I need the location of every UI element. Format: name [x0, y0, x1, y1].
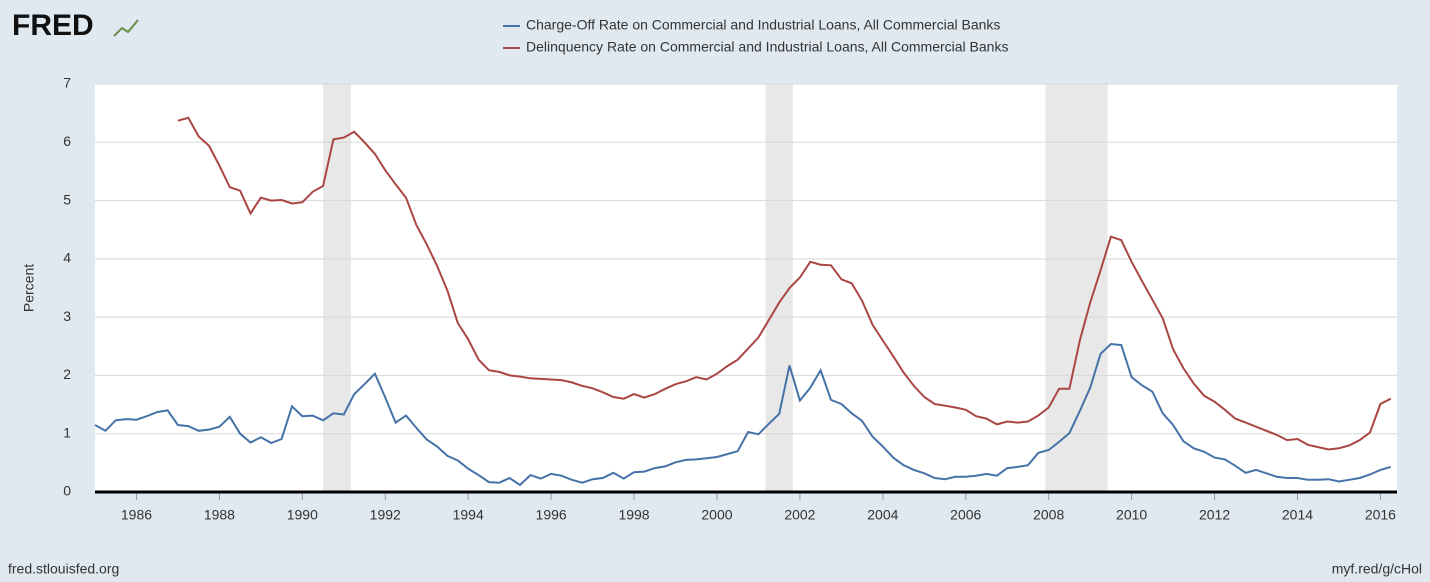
series-line: [177, 116, 1392, 451]
x-tick-label: 2000: [701, 507, 732, 523]
x-tick-label: 1998: [618, 507, 649, 523]
recession-band: [1045, 84, 1108, 492]
x-tick-label: 1994: [453, 507, 484, 523]
x-tick-label: 2006: [950, 507, 981, 523]
logo: FRED: [12, 9, 94, 42]
x-tick-label: 2016: [1365, 507, 1396, 523]
logo-icon: [113, 19, 139, 37]
x-tick-label: 2010: [1116, 507, 1147, 523]
x-tick-label: 2004: [867, 507, 898, 523]
plot-area: [95, 84, 1397, 492]
footer-source: fred.stlouisfed.org: [8, 561, 119, 577]
x-tick-label: 1990: [287, 507, 318, 523]
x-tick-label: 1992: [370, 507, 401, 523]
y-tick-label: 1: [63, 424, 71, 440]
y-tick-label: 7: [63, 75, 71, 91]
x-tick-label: 2012: [1199, 507, 1230, 523]
legend-label: Delinquency Rate on Commercial and Indus…: [526, 39, 1008, 55]
y-tick-label: 6: [63, 133, 71, 149]
y-tick-label: 2: [63, 366, 71, 382]
y-tick-label: 5: [63, 191, 71, 207]
y-tick-label: 0: [63, 483, 71, 499]
x-tick-label: 1988: [204, 507, 235, 523]
x-tick-label: 1986: [121, 507, 152, 523]
x-tick-label: 2014: [1282, 507, 1313, 523]
series-line: [94, 342, 1392, 487]
x-tick-label: 1996: [536, 507, 567, 523]
y-tick-label: 3: [63, 308, 71, 324]
footer-link: myf.red/g/cHol: [1332, 561, 1422, 577]
legend-label: Charge-Off Rate on Commercial and Indust…: [526, 17, 1000, 33]
y-tick-label: 4: [63, 250, 71, 266]
x-tick-label: 2008: [1033, 507, 1064, 523]
y-axis-label: Percent: [21, 264, 37, 312]
x-tick-label: 2002: [784, 507, 815, 523]
recession-band: [323, 84, 351, 492]
